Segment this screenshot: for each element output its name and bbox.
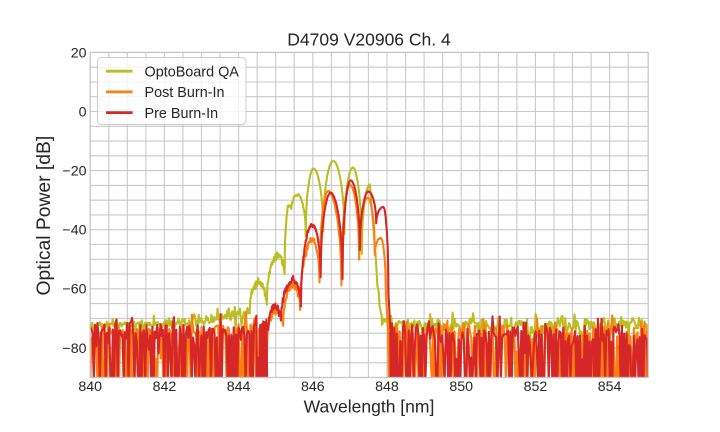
svg-text:−60: −60	[62, 282, 86, 298]
svg-text:848: 848	[375, 379, 399, 395]
svg-text:Optical Power [dB]: Optical Power [dB]	[34, 136, 55, 296]
svg-text:−80: −80	[62, 341, 86, 357]
svg-text:844: 844	[227, 379, 251, 395]
svg-text:−40: −40	[62, 223, 86, 239]
svg-text:D4709 V20906 Ch. 4: D4709 V20906 Ch. 4	[287, 30, 451, 50]
svg-text:854: 854	[598, 379, 622, 395]
svg-text:−20: −20	[62, 164, 86, 180]
svg-text:840: 840	[78, 379, 102, 395]
svg-text:Post Burn-In: Post Burn-In	[145, 85, 225, 101]
svg-text:Wavelength [nm]: Wavelength [nm]	[304, 396, 435, 416]
svg-text:20: 20	[71, 45, 87, 61]
svg-text:850: 850	[449, 379, 473, 395]
svg-text:846: 846	[301, 379, 325, 395]
svg-text:0: 0	[79, 104, 87, 120]
svg-text:852: 852	[524, 379, 548, 395]
svg-text:Pre Burn-In: Pre Burn-In	[145, 106, 219, 122]
svg-text:OptoBoard QA: OptoBoard QA	[145, 64, 240, 80]
svg-text:842: 842	[153, 379, 177, 395]
